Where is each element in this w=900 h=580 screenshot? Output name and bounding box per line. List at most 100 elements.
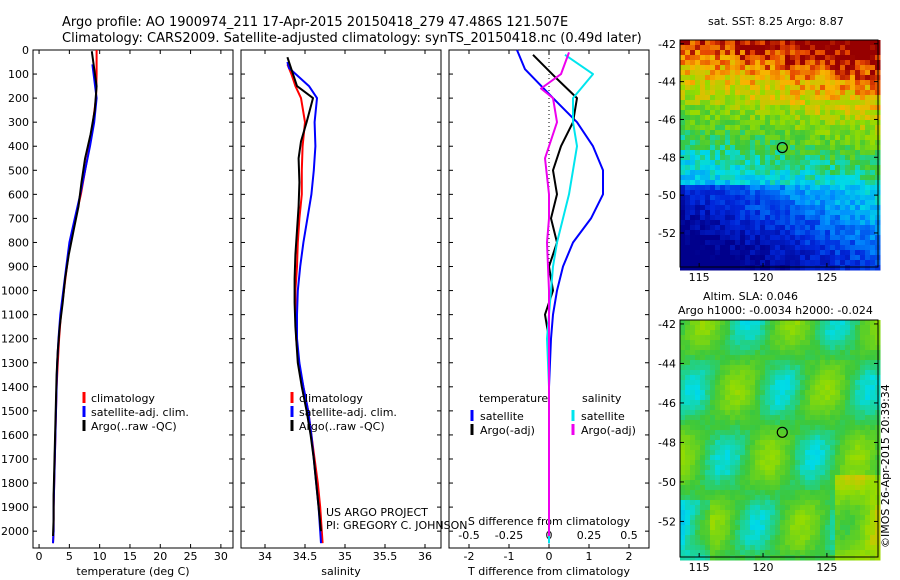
map-cell [700,220,706,226]
map-cell [775,70,781,76]
map-cell [795,375,801,381]
map-cell [830,80,836,86]
map-cell [710,200,716,206]
map-cell [790,425,796,431]
map-cell [775,95,781,101]
map-cell [815,80,821,86]
map-cell [845,480,851,486]
map-cell [835,440,841,446]
map-cell [835,50,841,56]
map-cell [710,130,716,136]
map-cell [840,540,846,546]
map-cell [845,425,851,431]
map-cell [840,265,846,271]
map-cell [725,95,731,101]
map-cell [770,510,776,516]
map-cell [765,535,771,541]
map-cell [840,210,846,216]
map-cell [750,490,756,496]
map-cell [680,165,686,171]
map-cell [715,495,721,501]
map-cell [790,395,796,401]
map-cell [715,455,721,461]
map-cell [820,420,826,426]
map-cell [730,165,736,171]
map-cell [755,170,761,176]
map-cell [825,455,831,461]
map-cell [855,155,861,161]
map-cell [810,110,816,116]
map-cell [725,60,731,66]
map-cell [795,40,801,46]
map-cell [830,530,836,536]
map-cell [755,325,761,331]
map-cell [690,65,696,71]
map-cell [760,325,766,331]
map-cell [770,180,776,186]
map-cell [815,510,821,516]
map-cell [790,455,796,461]
map-cell [775,370,781,376]
map-cell [725,155,731,161]
map-cell [825,145,831,151]
map-cell [840,260,846,266]
map-cell [760,60,766,66]
map-cell [830,350,836,356]
map-cell [750,230,756,236]
map-cell [730,170,736,176]
map-cell [700,140,706,146]
map-cell [845,355,851,361]
map-cell [850,55,856,61]
map-cell [755,205,761,211]
map-cell [805,525,811,531]
map-cell [805,355,811,361]
map-cell [785,115,791,121]
map-cell [730,260,736,266]
map-cell [735,500,741,506]
map-cell [795,530,801,536]
map-cell [775,255,781,261]
map-cell [795,500,801,506]
map-cell [735,515,741,521]
map-cell [700,535,706,541]
map-cell [825,230,831,236]
map-cell [790,215,796,221]
map-cell [730,540,736,546]
map-cell [680,460,686,466]
map-cell [865,195,871,201]
map-cell [860,265,866,271]
map-cell [725,455,731,461]
map-cell [715,425,721,431]
map-cell [770,435,776,441]
map-cell [810,195,816,201]
map-cell [825,260,831,266]
map-cell [710,110,716,116]
map-cell [835,365,841,371]
map-cell [835,130,841,136]
map-cell [765,520,771,526]
map-cell [795,195,801,201]
map-cell [780,500,786,506]
map-cell [740,50,746,56]
map-cell [725,480,731,486]
map-cell [715,440,721,446]
map-cell [845,435,851,441]
map-cell [700,380,706,386]
map-cell [690,330,696,336]
map-cell [845,540,851,546]
map-cell [780,455,786,461]
map-cell [740,170,746,176]
map-cell [700,465,706,471]
map-cell [730,335,736,341]
map-cell [700,160,706,166]
map-cell [840,545,846,551]
map-cell [735,490,741,496]
map-cell [740,450,746,456]
map-cell [800,425,806,431]
map-cell [730,430,736,436]
map-cell [745,480,751,486]
map-cell [845,445,851,451]
map-cell [740,475,746,481]
map-cell [815,385,821,391]
map-cell [850,375,856,381]
